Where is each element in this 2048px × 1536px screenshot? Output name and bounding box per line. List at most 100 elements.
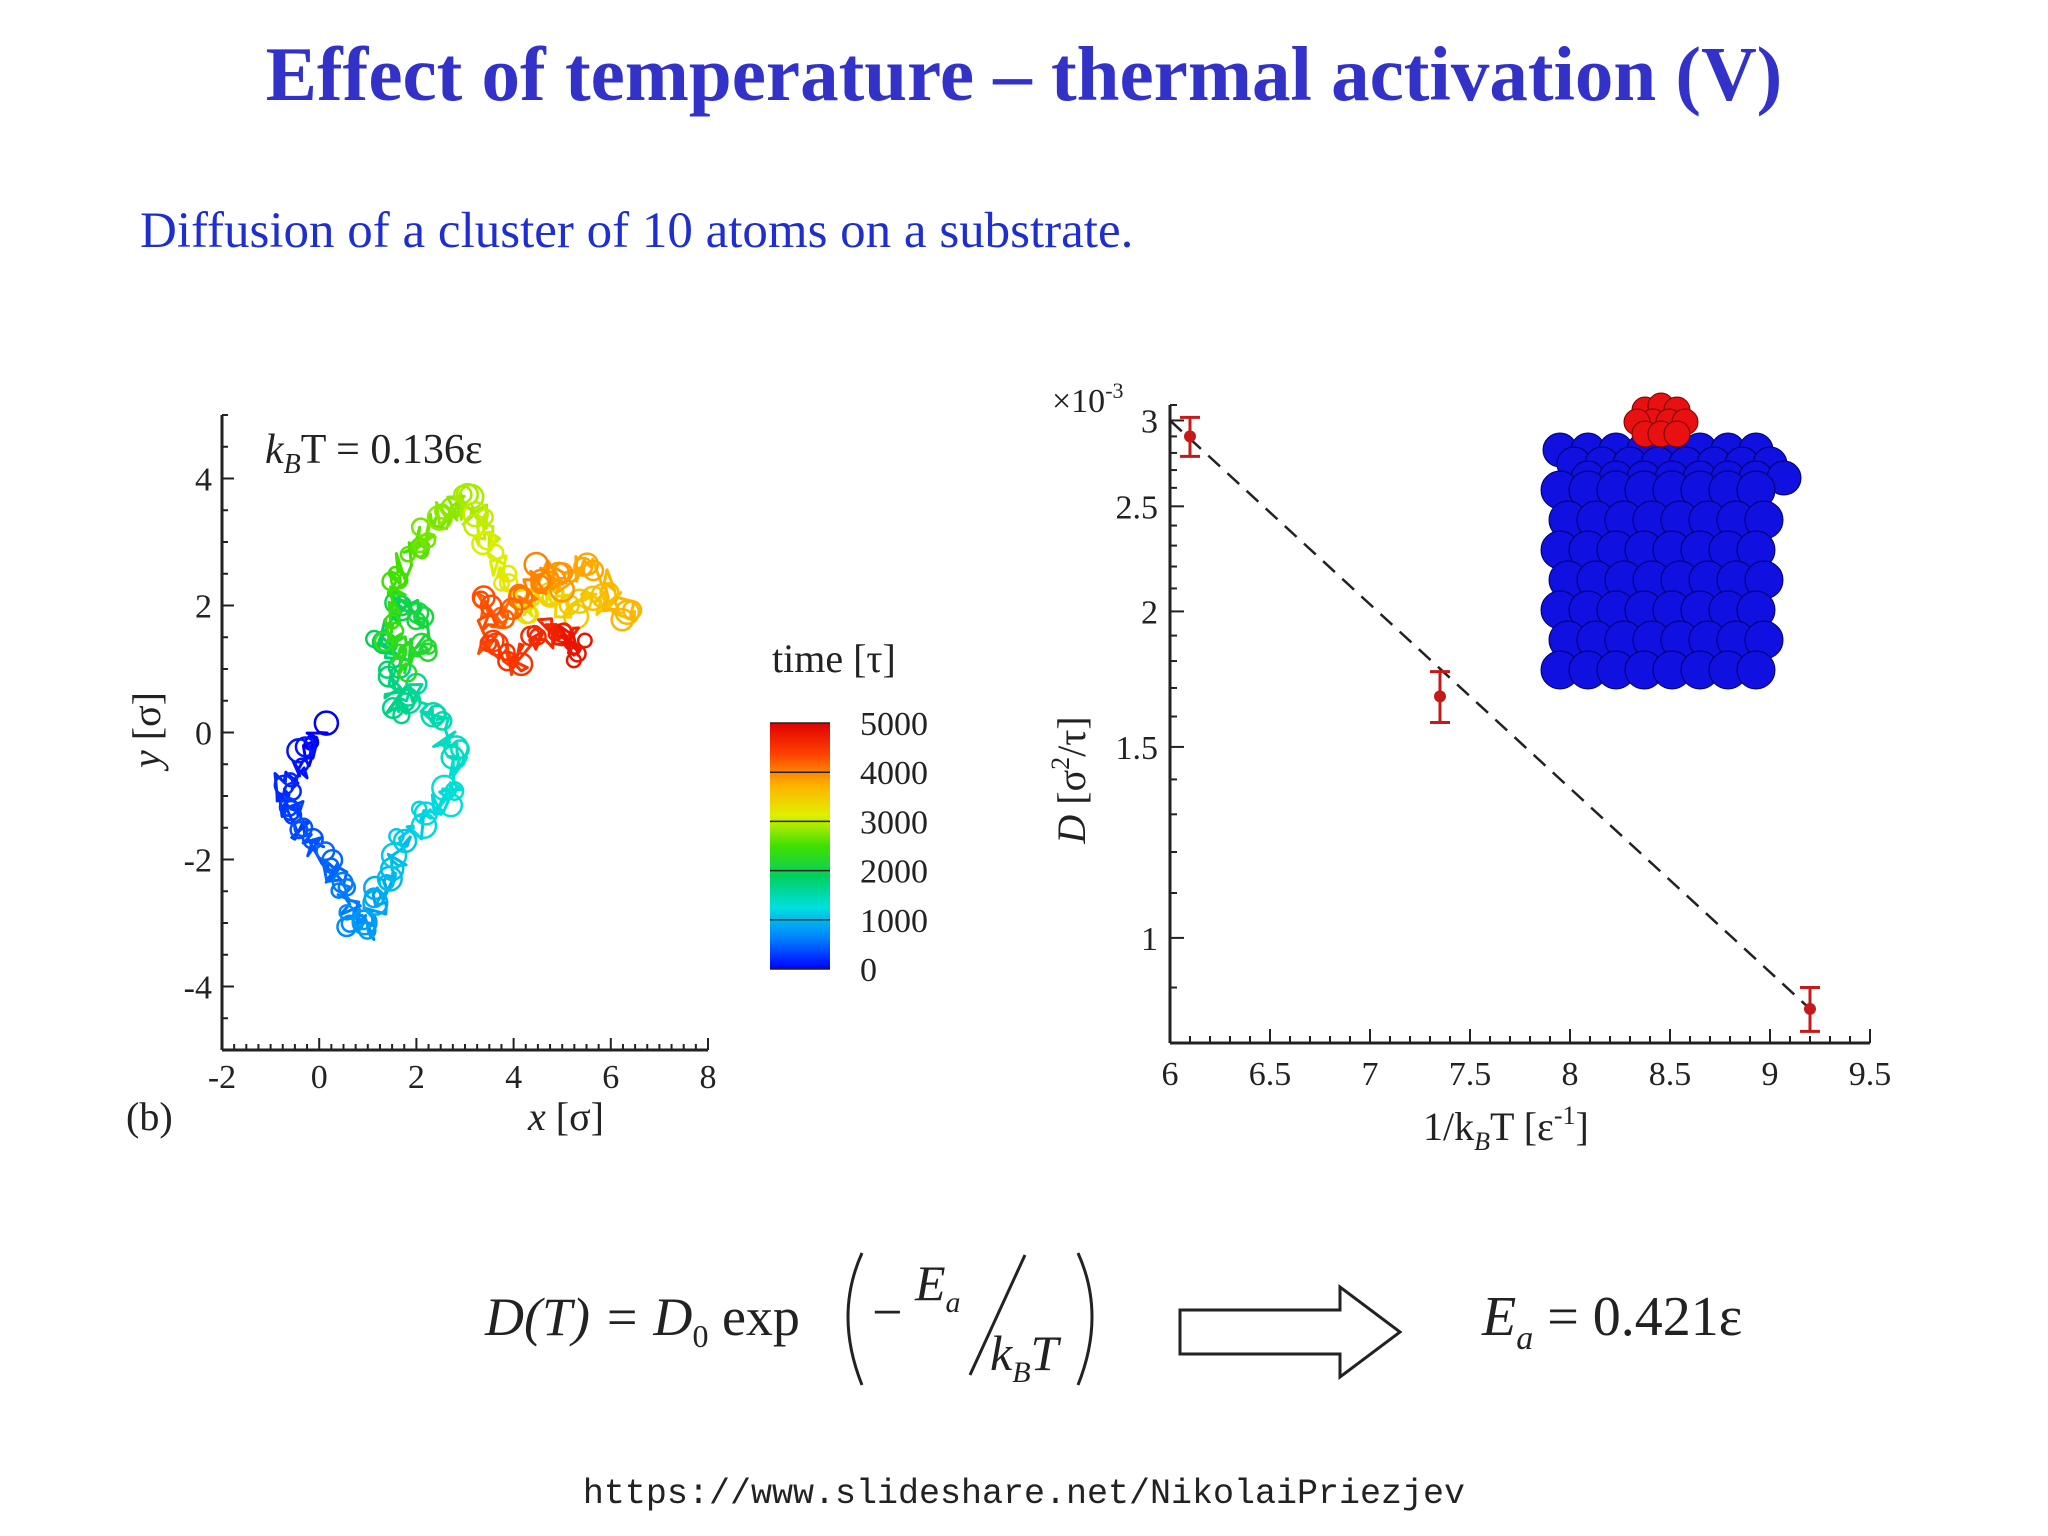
trajectory-knot — [413, 801, 439, 826]
implies-arrow — [1178, 1284, 1403, 1380]
trajectory-knot — [549, 576, 575, 603]
data-point — [1184, 430, 1196, 443]
y-scale-multiplier: ×10-3 — [1052, 378, 1124, 420]
x-tick-label: 8 — [1562, 1056, 1579, 1093]
trajectory-axes: -2 0 2 4 6 8 -4 -2 0 2 4 — [184, 414, 717, 1096]
equation-lhs: D(T) = D — [484, 1287, 692, 1347]
trajectory-knot — [475, 508, 494, 527]
trajectory-knot — [385, 621, 405, 641]
footer-url: https://www.slideshare.net/NikolaiPriezj… — [582, 1474, 1466, 1514]
diffusion-chart: 6 6.5 7 7.5 8 8.5 9 9.5 1 1.5 2 2.5 3 ×10-3 1/kBT [ε… — [1046, 378, 1892, 1156]
x-axis-label: 1/kBT [ε-1] — [1423, 1101, 1589, 1156]
data-point — [1804, 1002, 1816, 1015]
x-tick-label: 0 — [311, 1059, 328, 1096]
left-paren — [846, 1252, 864, 1386]
trajectory-knot — [410, 812, 438, 839]
y-tick-label: 2 — [1141, 594, 1158, 631]
x-tick-label: 2 — [408, 1059, 425, 1096]
right-paren — [1076, 1252, 1094, 1386]
equation-d0-subscript: 0 — [692, 1318, 708, 1354]
trajectory-knot — [547, 625, 564, 642]
arrhenius-fit-line — [1169, 419, 1811, 1010]
equation-numerator: E — [914, 1255, 946, 1311]
x-tick-label: 6 — [1162, 1056, 1179, 1093]
y-axis-label: D [σ2/τ] — [1046, 716, 1094, 844]
trajectory-knot — [397, 663, 418, 683]
svg-text:Ea: Ea — [914, 1255, 961, 1319]
trajectory-knot — [575, 552, 600, 577]
trajectory-knot — [380, 842, 408, 869]
trajectory-knot — [566, 588, 593, 615]
y-tick-label: 2.5 — [1116, 489, 1159, 526]
trajectory-knot — [377, 660, 397, 679]
cluster-substrate-inset — [1540, 392, 1802, 690]
trajectory-segment — [412, 525, 432, 560]
trajectory-knot — [294, 757, 310, 773]
x-tick-label: 6 — [602, 1059, 619, 1096]
trajectory-segment — [336, 883, 362, 918]
trajectory-knot — [301, 827, 324, 850]
x-axis-label: x [σ] — [527, 1094, 604, 1139]
result-subscript: a — [1516, 1320, 1533, 1357]
x-tick-label: 6.5 — [1249, 1056, 1292, 1093]
y-tick-label: 3 — [1141, 403, 1158, 440]
trajectory-segment — [589, 557, 636, 619]
y-tick-label: -2 — [184, 843, 212, 880]
fraction-slash — [968, 1254, 1027, 1376]
trajectory-knot — [444, 781, 465, 801]
trajectory-knot — [337, 878, 357, 897]
x-tick-label: 7.5 — [1449, 1056, 1492, 1093]
trajectory-knot — [498, 573, 519, 593]
trajectory-knot — [610, 607, 635, 632]
trajectory-knot — [373, 631, 395, 652]
svg-text:kBT: kBT — [990, 1325, 1062, 1389]
y-tick-label: 2 — [195, 589, 212, 626]
trajectory-knot — [340, 914, 360, 933]
x-tick-label: -2 — [208, 1059, 236, 1096]
trajectory-segment — [386, 835, 412, 878]
trajectory-knot — [509, 652, 534, 677]
trajectory-knot — [493, 574, 510, 592]
arrhenius-equation: D(T) = D0 exp − Ea kBT Ea = 0.421ε — [484, 1252, 1742, 1389]
trajectory-knot — [568, 644, 587, 663]
trajectory-knot — [378, 873, 395, 891]
x-tick-label: 8 — [700, 1059, 717, 1096]
trajectory-knot — [477, 530, 497, 551]
trajectory-knot — [530, 574, 551, 595]
trajectory-segment — [441, 755, 469, 796]
trajectory-knot — [294, 736, 316, 758]
colorbar-ticks: 5000 4000 3000 2000 1000 0 — [770, 706, 928, 989]
trajectory-knot — [362, 889, 389, 916]
trajectory-knot — [399, 546, 417, 563]
y-axis-label: y [σ] — [124, 692, 169, 772]
trajectory-knot — [358, 921, 377, 940]
colorbar-tick-label: 4000 — [860, 755, 928, 792]
diffusion-axes: 6 6.5 7 7.5 8 8.5 9 9.5 1 1.5 2 2.5 3 — [1116, 403, 1892, 1093]
x-tick-label: 9.5 — [1849, 1056, 1892, 1093]
equation-denominator-sub: B — [1012, 1356, 1030, 1389]
colorbar-title: time [τ] — [772, 636, 896, 681]
trajectory-knot — [363, 875, 388, 901]
trajectory-knot — [438, 793, 464, 818]
trajectory-segment — [476, 600, 498, 655]
trajectory-knot — [392, 705, 411, 725]
trajectory-knot — [481, 629, 505, 653]
trajectory-knot — [426, 504, 453, 531]
equation-minus: − — [872, 1282, 902, 1342]
x-tick-label: 4 — [505, 1059, 522, 1096]
substrate-atom — [1736, 650, 1776, 690]
x-tick-label: 7 — [1362, 1056, 1379, 1093]
trajectory-knot — [387, 565, 403, 581]
colorbar — [770, 723, 830, 969]
trajectory-knot — [462, 501, 489, 528]
trajectory-knot — [479, 594, 503, 618]
trajectory-knot — [497, 643, 516, 662]
trajectory-knot — [418, 642, 438, 662]
trajectory-segment — [283, 757, 309, 790]
trajectory-segment — [386, 579, 407, 633]
trajectory-knot — [551, 562, 574, 584]
trajectory-knot — [431, 774, 458, 802]
trajectory-knot — [322, 857, 340, 874]
equation-denominator-tail: T — [1031, 1325, 1062, 1381]
result-variable: E — [1481, 1286, 1516, 1348]
